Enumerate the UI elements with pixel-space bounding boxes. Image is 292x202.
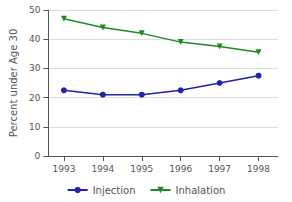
svg-text:0: 0 — [35, 151, 41, 161]
svg-text:1994: 1994 — [91, 164, 114, 174]
svg-text:1996: 1996 — [169, 164, 192, 174]
svg-text:40: 40 — [29, 34, 41, 44]
svg-text:Injection: Injection — [93, 185, 136, 196]
svg-text:1997: 1997 — [208, 164, 231, 174]
svg-text:50: 50 — [29, 5, 41, 15]
svg-text:1993: 1993 — [52, 164, 75, 174]
svg-text:1998: 1998 — [247, 164, 270, 174]
svg-text:Percent under Age 30: Percent under Age 30 — [8, 29, 19, 138]
svg-text:20: 20 — [29, 93, 41, 103]
svg-text:10: 10 — [29, 122, 41, 132]
svg-text:Inhalation: Inhalation — [176, 185, 226, 196]
svg-text:1995: 1995 — [130, 164, 153, 174]
svg-text:30: 30 — [29, 63, 41, 73]
